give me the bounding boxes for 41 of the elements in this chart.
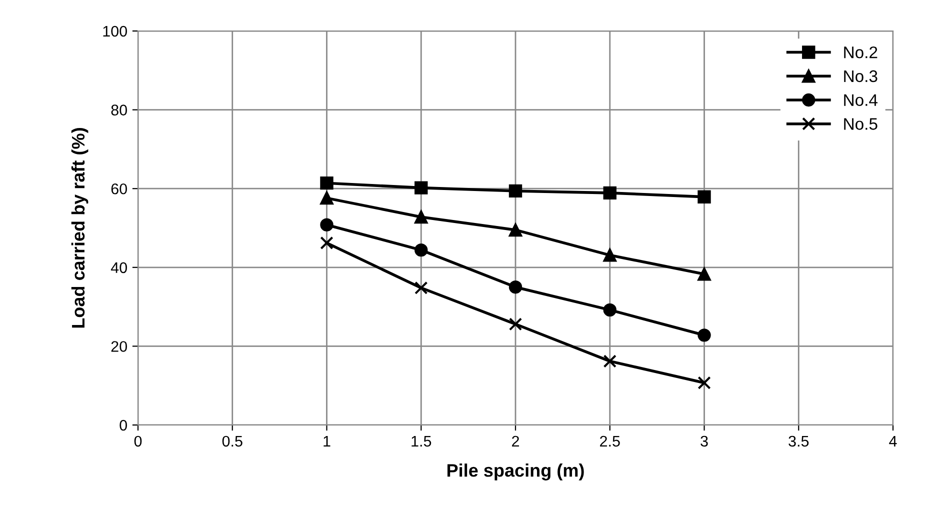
point xyxy=(414,210,428,224)
legend-label: No.3 xyxy=(844,70,878,82)
point xyxy=(603,354,616,368)
point xyxy=(603,248,616,262)
x-tick-label: 0 xyxy=(134,436,142,447)
point xyxy=(698,268,711,281)
point xyxy=(603,186,616,200)
x-tick-label: 1 xyxy=(324,436,330,446)
y-tick-label: 0 xyxy=(120,420,127,431)
point xyxy=(414,181,428,194)
point xyxy=(320,191,334,205)
y-tick-label: 40 xyxy=(110,262,127,274)
x-tick-label: 1.5 xyxy=(412,436,432,447)
y-tick-label: 80 xyxy=(111,104,127,116)
x-tick-label: 3 xyxy=(700,436,708,447)
x-tick-label: 4 xyxy=(889,436,897,446)
point xyxy=(320,176,334,190)
legend-label: No.4 xyxy=(844,94,878,106)
x-tick-label: 3.5 xyxy=(788,436,809,447)
y-tick-label: 60 xyxy=(111,183,127,194)
point xyxy=(414,281,428,294)
y-tick-label: 20 xyxy=(111,341,127,352)
legend-label: No.2 xyxy=(844,46,878,58)
point xyxy=(508,184,522,198)
point xyxy=(698,190,711,204)
point xyxy=(698,376,711,390)
y-axis-title: Load carried by raft (%) xyxy=(71,128,88,328)
point xyxy=(508,223,522,237)
y-tick-label: 100 xyxy=(103,26,127,37)
x-tick-label: 2.5 xyxy=(600,436,620,447)
point xyxy=(414,243,428,257)
point xyxy=(603,303,616,317)
point xyxy=(508,318,522,331)
legend-label: No.5 xyxy=(844,118,878,130)
x-tick-label: 0.5 xyxy=(222,436,242,447)
x-tick-label: 2 xyxy=(512,436,519,446)
point xyxy=(320,218,334,232)
point xyxy=(698,328,711,342)
point xyxy=(320,236,334,250)
point xyxy=(508,280,522,294)
x-axis-title: Pile spacing (m) xyxy=(447,464,584,480)
